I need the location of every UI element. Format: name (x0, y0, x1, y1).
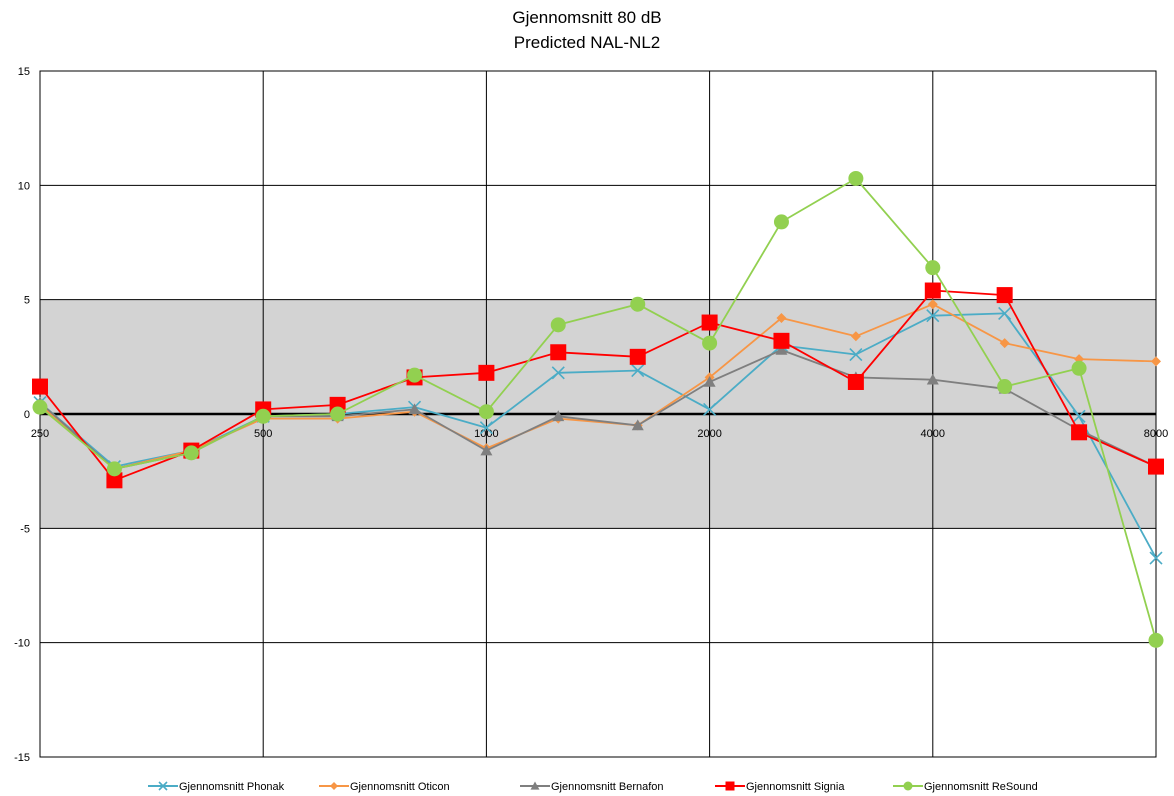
data-point-gjennomsnitt-signia (773, 332, 790, 349)
data-point-gjennomsnitt-signia (550, 344, 567, 361)
data-point-gjennomsnitt-bernafon (631, 419, 644, 431)
y-tick-label: 0 (24, 409, 30, 421)
data-point-gjennomsnitt-oticon (776, 312, 787, 323)
data-point-gjennomsnitt-signia (1148, 458, 1164, 475)
data-point-gjennomsnitt-resound (1148, 632, 1164, 648)
y-tick-label: 15 (18, 66, 30, 78)
x-tick-label: 250 (31, 428, 49, 440)
legend-item-gjennomsnitt-resound: Gjennomsnitt ReSound (893, 781, 1038, 793)
legend-marker (530, 781, 540, 790)
data-point-gjennomsnitt-bernafon (480, 444, 493, 456)
data-point-gjennomsnitt-resound (997, 379, 1013, 395)
data-point-gjennomsnitt-resound (255, 408, 271, 424)
data-point-gjennomsnitt-signia (32, 378, 48, 395)
legend-marker (158, 781, 168, 791)
legend-label: Gjennomsnitt Bernafon (551, 781, 664, 793)
legend-marker (725, 781, 735, 791)
data-point-gjennomsnitt-phonak (1072, 409, 1086, 423)
data-point-gjennomsnitt-phonak (1149, 551, 1163, 565)
data-point-gjennomsnitt-resound (32, 399, 48, 415)
data-point-gjennomsnitt-resound (330, 406, 346, 422)
data-point-gjennomsnitt-oticon (850, 331, 861, 342)
data-point-gjennomsnitt-signia (924, 282, 941, 299)
data-point-gjennomsnitt-resound (478, 404, 494, 420)
y-tick-label: 5 (24, 295, 30, 307)
data-point-gjennomsnitt-phonak (849, 347, 863, 362)
data-point-gjennomsnitt-oticon (999, 338, 1010, 349)
x-tick-label: 500 (254, 428, 272, 440)
data-point-gjennomsnitt-resound (702, 335, 718, 351)
data-point-gjennomsnitt-oticon (1151, 356, 1161, 367)
series-line-gjennomsnitt-phonak (39, 312, 1157, 559)
data-point-gjennomsnitt-phonak (926, 309, 940, 323)
legend-label: Gjennomsnitt Phonak (179, 781, 285, 793)
data-point-gjennomsnitt-phonak (479, 421, 493, 435)
data-point-gjennomsnitt-resound (630, 296, 646, 312)
data-point-gjennomsnitt-phonak (998, 306, 1012, 320)
data-point-gjennomsnitt-signia (701, 314, 718, 331)
legend-item-gjennomsnitt-oticon: Gjennomsnitt Oticon (319, 781, 450, 793)
data-point-gjennomsnitt-bernafon (703, 375, 716, 387)
data-point-gjennomsnitt-resound (106, 461, 122, 477)
legend-marker (903, 781, 913, 791)
data-point-gjennomsnitt-bernafon (552, 410, 565, 422)
data-point-gjennomsnitt-resound (407, 367, 423, 383)
data-point-gjennomsnitt-bernafon (775, 343, 788, 355)
legend-item-gjennomsnitt-bernafon: Gjennomsnitt Bernafon (520, 781, 664, 793)
data-point-gjennomsnitt-bernafon (408, 403, 421, 415)
x-tick-label: 8000 (1144, 428, 1168, 440)
series-line-gjennomsnitt-resound (39, 177, 1157, 641)
y-tick-label: -15 (14, 752, 30, 764)
y-tick-label: -10 (14, 638, 30, 650)
data-point-gjennomsnitt-resound (550, 317, 566, 333)
x-tick-label: 4000 (921, 428, 945, 440)
data-point-gjennomsnitt-bernafon (926, 373, 939, 385)
legend-label: Gjennomsnitt Oticon (350, 781, 450, 793)
series-line-gjennomsnitt-signia (39, 289, 1157, 482)
data-point-gjennomsnitt-resound (925, 260, 941, 276)
data-point-gjennomsnitt-phonak (703, 402, 717, 416)
data-point-gjennomsnitt-resound (1071, 360, 1087, 376)
data-point-gjennomsnitt-phonak (551, 366, 565, 380)
data-point-gjennomsnitt-signia (629, 348, 646, 365)
data-point-gjennomsnitt-phonak (631, 363, 645, 378)
legend-item-gjennomsnitt-signia: Gjennomsnitt Signia (715, 781, 845, 793)
legend-label: Gjennomsnitt ReSound (924, 781, 1038, 793)
legend-item-gjennomsnitt-phonak: Gjennomsnitt Phonak (148, 781, 285, 793)
data-point-gjennomsnitt-oticon (927, 299, 938, 310)
data-point-gjennomsnitt-resound (848, 170, 864, 186)
y-tick-label: 10 (18, 180, 30, 192)
chart-title: Gjennomsnitt 80 dB (512, 8, 661, 27)
x-tick-label: 2000 (697, 428, 721, 440)
data-point-gjennomsnitt-resound (773, 214, 789, 230)
legend-marker (330, 782, 338, 790)
data-point-gjennomsnitt-resound (183, 445, 199, 461)
data-point-gjennomsnitt-signia (106, 472, 123, 489)
data-point-gjennomsnitt-signia (478, 364, 495, 381)
legend: Gjennomsnitt Phonak Gjennomsnitt Oticon Gj… (148, 781, 1038, 793)
y-tick-label: -5 (20, 523, 30, 535)
x-tick-label: 1000 (474, 428, 498, 440)
chart-subtitle: Predicted NAL-NL2 (514, 33, 660, 52)
plot-area: -15 -10 -5 0 5 10 15 250 500 1000 2000 4000 8000 (14, 66, 1168, 764)
data-point-gjennomsnitt-signia (1071, 424, 1088, 441)
data-point-gjennomsnitt-signia (996, 287, 1013, 304)
data-point-gjennomsnitt-signia (847, 373, 864, 390)
legend-label: Gjennomsnitt Signia (746, 781, 845, 793)
